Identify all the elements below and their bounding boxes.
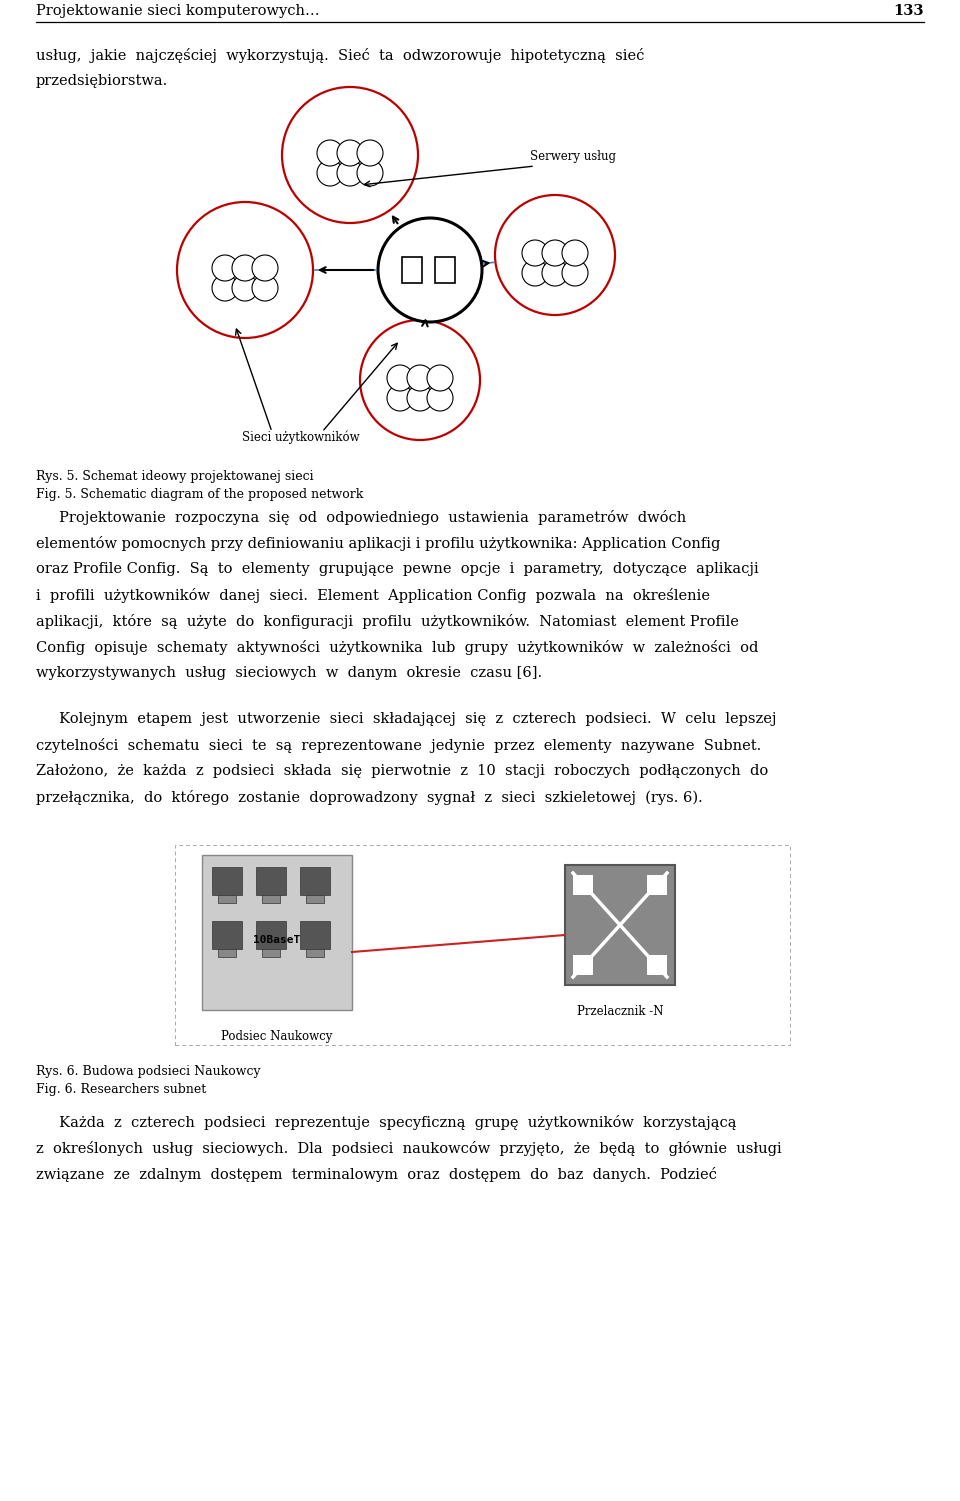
Circle shape [407, 384, 433, 411]
Text: Założono,  że  każda  z  podsieci  składa  się  pierwotnie  z  10  stacji  roboc: Założono, że każda z podsieci składa się… [36, 764, 768, 778]
FancyBboxPatch shape [212, 868, 242, 895]
Circle shape [522, 260, 548, 287]
Circle shape [427, 384, 453, 411]
Text: elementów pomocnych przy definiowaniu aplikacji i profilu użytkownika: Applicati: elementów pomocnych przy definiowaniu ap… [36, 536, 720, 551]
Circle shape [317, 140, 343, 167]
FancyBboxPatch shape [647, 955, 667, 976]
Text: Sieci użytkowników: Sieci użytkowników [242, 429, 360, 443]
Text: Fig. 6. Researchers subnet: Fig. 6. Researchers subnet [36, 1084, 206, 1096]
Circle shape [317, 161, 343, 186]
Circle shape [495, 195, 615, 315]
FancyBboxPatch shape [573, 955, 593, 976]
Circle shape [387, 365, 413, 390]
FancyBboxPatch shape [202, 856, 352, 1010]
Circle shape [378, 218, 482, 323]
Circle shape [337, 161, 363, 186]
FancyBboxPatch shape [256, 922, 286, 949]
FancyBboxPatch shape [218, 895, 236, 904]
FancyBboxPatch shape [262, 949, 280, 958]
Text: Kolejnym  etapem  jest  utworzenie  sieci  składającej  się  z  czterech  podsie: Kolejnym etapem jest utworzenie sieci sk… [36, 711, 777, 726]
Text: Podsiec Naukowcy: Podsiec Naukowcy [222, 1030, 333, 1043]
Text: Serwery usług: Serwery usług [530, 150, 616, 164]
Text: z  określonych  usług  sieciowych.  Dla  podsieci  naukowców  przyjęto,  że  będ: z określonych usług sieciowych. Dla pods… [36, 1141, 781, 1156]
FancyBboxPatch shape [647, 875, 667, 895]
FancyBboxPatch shape [306, 949, 324, 958]
Text: usług,  jakie  najczęściej  wykorzystują.  Sieć  ta  odwzorowuje  hipotetyczną  : usług, jakie najczęściej wykorzystują. S… [36, 48, 644, 63]
Circle shape [562, 240, 588, 266]
Circle shape [387, 384, 413, 411]
Text: Projektowanie  rozpoczyna  się  od  odpowiedniego  ustawienia  parametrów  dwóch: Projektowanie rozpoczyna się od odpowied… [36, 510, 686, 525]
Text: wykorzystywanych  usług  sieciowych  w  danym  okresie  czasu [6].: wykorzystywanych usług sieciowych w dany… [36, 666, 542, 680]
Circle shape [282, 87, 418, 224]
Circle shape [542, 240, 568, 266]
Text: oraz Profile Config.  Są  to  elementy  grupujące  pewne  opcje  i  parametry,  : oraz Profile Config. Są to elementy grup… [36, 561, 758, 576]
Text: Przelacznik -N: Przelacznik -N [577, 1006, 663, 1018]
Circle shape [407, 365, 433, 390]
Text: 10BaseT: 10BaseT [253, 935, 300, 946]
Circle shape [177, 203, 313, 338]
Circle shape [357, 140, 383, 167]
FancyBboxPatch shape [402, 257, 422, 284]
Circle shape [562, 260, 588, 287]
FancyBboxPatch shape [218, 949, 236, 958]
FancyBboxPatch shape [300, 868, 330, 895]
Text: aplikacji,  które  są  użyte  do  konfiguracji  profilu  użytkowników.  Natomias: aplikacji, które są użyte do konfiguracj… [36, 614, 739, 629]
Text: czytelności  schematu  sieci  te  są  reprezentowane  jedynie  przez  elementy  : czytelności schematu sieci te są repreze… [36, 738, 761, 754]
Text: związane  ze  zdalnym  dostępem  terminalowym  oraz  dostępem  do  baz  danych. : związane ze zdalnym dostępem terminalowy… [36, 1166, 717, 1181]
Circle shape [232, 275, 258, 302]
Text: Projektowanie sieci komputerowych…: Projektowanie sieci komputerowych… [36, 5, 320, 18]
Text: Rys. 5. Schemat ideowy projektowanej sieci: Rys. 5. Schemat ideowy projektowanej sie… [36, 470, 314, 483]
FancyBboxPatch shape [300, 922, 330, 949]
Text: przedsiębiorstwa.: przedsiębiorstwa. [36, 74, 168, 89]
Circle shape [542, 260, 568, 287]
FancyBboxPatch shape [573, 875, 593, 895]
FancyBboxPatch shape [306, 895, 324, 904]
FancyBboxPatch shape [256, 868, 286, 895]
Text: i  profili  użytkowników  danej  sieci.  Element  Application Config  pozwala  n: i profili użytkowników danej sieci. Elem… [36, 588, 710, 603]
FancyBboxPatch shape [212, 922, 242, 949]
Text: Config  opisuje  schematy  aktywności  użytkownika  lub  grupy  użytkowników  w : Config opisuje schematy aktywności użytk… [36, 639, 758, 654]
FancyBboxPatch shape [262, 895, 280, 904]
Circle shape [252, 255, 278, 281]
Text: przełącznika,  do  którego  zostanie  doprowadzony  sygnał  z  sieci  szkieletow: przełącznika, do którego zostanie doprow… [36, 790, 703, 805]
FancyBboxPatch shape [565, 865, 675, 985]
Text: Fig. 5. Schematic diagram of the proposed network: Fig. 5. Schematic diagram of the propose… [36, 488, 364, 501]
Circle shape [427, 365, 453, 390]
Circle shape [212, 255, 238, 281]
FancyBboxPatch shape [435, 257, 455, 284]
Circle shape [360, 320, 480, 440]
Circle shape [357, 161, 383, 186]
Circle shape [212, 275, 238, 302]
Circle shape [522, 240, 548, 266]
Text: Rys. 6. Budowa podsieci Naukowcy: Rys. 6. Budowa podsieci Naukowcy [36, 1066, 260, 1078]
Text: 133: 133 [894, 5, 924, 18]
Text: Każda  z  czterech  podsieci  reprezentuje  specyficzną  grupę  użytkowników  ko: Każda z czterech podsieci reprezentuje s… [36, 1115, 736, 1130]
Circle shape [337, 140, 363, 167]
Circle shape [232, 255, 258, 281]
Circle shape [252, 275, 278, 302]
